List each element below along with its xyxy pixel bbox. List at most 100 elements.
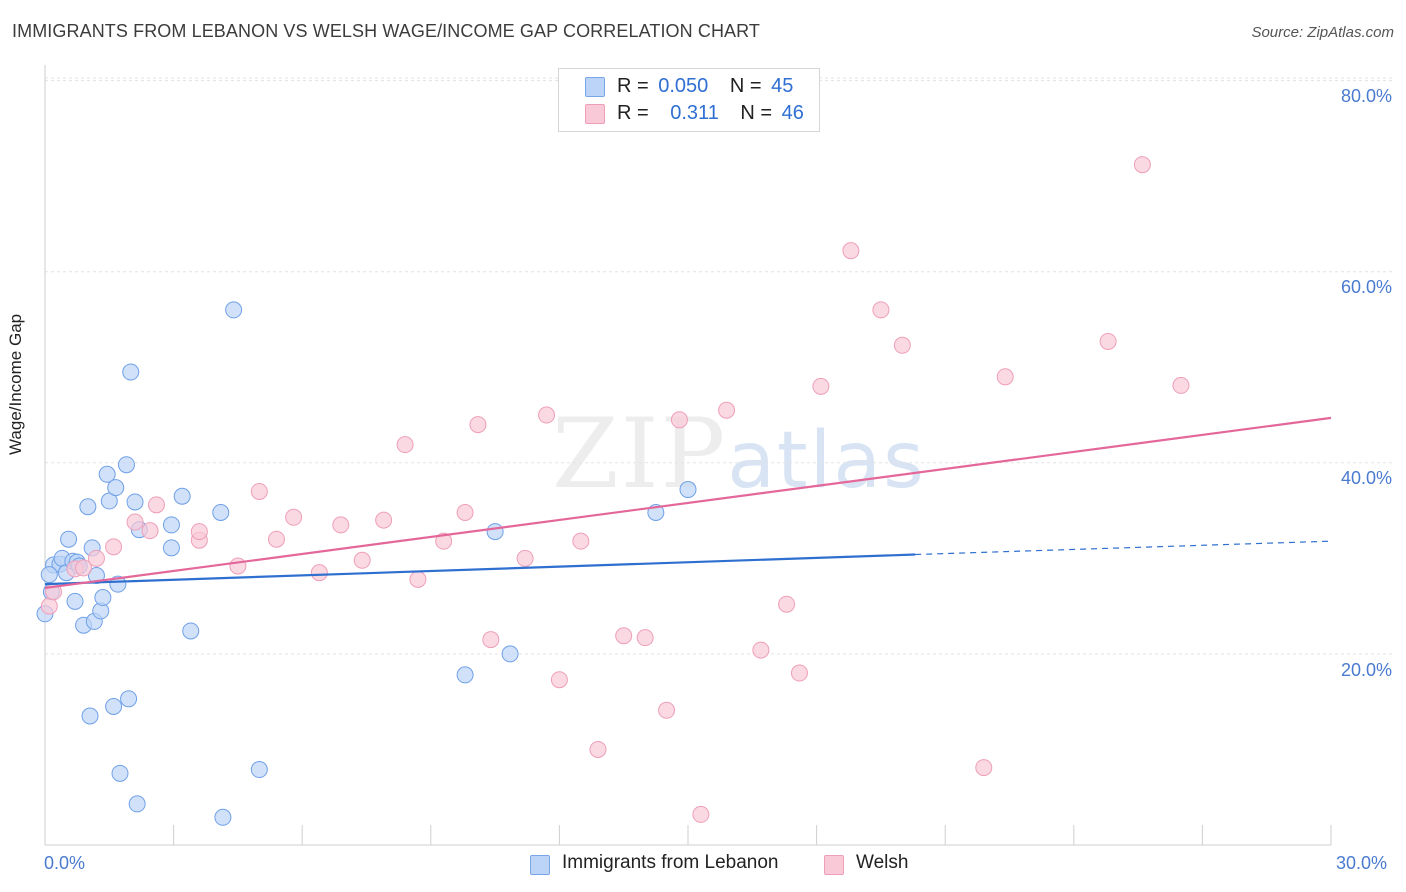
welsh-point <box>75 559 93 577</box>
lebanon-point <box>107 479 125 497</box>
welsh-point <box>872 301 890 319</box>
welsh-point <box>456 503 474 521</box>
welsh-trend-line <box>44 416 1332 590</box>
welsh-point <box>615 627 633 645</box>
legend-n-value: 46 <box>781 102 804 124</box>
welsh-point <box>670 411 688 429</box>
legend-n-label: N = <box>740 102 773 124</box>
welsh-point <box>40 597 58 615</box>
lebanon-point <box>182 622 200 640</box>
welsh-point <box>409 570 427 588</box>
lebanon-point <box>81 707 99 725</box>
legend-r-value: 0.050 <box>658 75 709 97</box>
welsh-point <box>1133 156 1151 174</box>
welsh-point <box>87 549 105 567</box>
welsh-point <box>396 436 414 454</box>
legend-r-label: R = <box>617 102 649 124</box>
lebanon-point <box>98 465 116 483</box>
welsh-point <box>572 532 590 550</box>
legend-swatch-welsh <box>585 104 605 124</box>
bottom-legend-welsh: Welsh <box>856 852 909 873</box>
lebanon-point <box>120 690 138 708</box>
correlation-legend: R = 0.050 N = 45 R = 0.311 N = 46 <box>558 68 820 132</box>
lebanon-point <box>94 589 112 607</box>
welsh-point <box>190 523 208 541</box>
watermark: ZIPatlas <box>552 398 926 510</box>
welsh-point <box>1099 332 1117 350</box>
welsh-point <box>105 538 123 556</box>
lebanon-point <box>679 481 697 499</box>
lebanon-point <box>456 666 474 684</box>
welsh-point <box>812 377 830 395</box>
welsh-point <box>126 513 144 531</box>
welsh-point <box>658 701 676 719</box>
welsh-point <box>147 496 165 514</box>
y-tick-label-20: 20.0% <box>1340 660 1392 680</box>
welsh-point <box>752 641 770 659</box>
legend-swatch-lebanon <box>585 77 605 97</box>
welsh-point <box>589 740 607 758</box>
bottom-legend-swatch-welsh <box>824 855 844 875</box>
legend-r-value: 0.311 <box>670 102 719 124</box>
lebanon-trend-extension <box>915 540 1332 556</box>
welsh-point <box>229 557 247 575</box>
lebanon-point <box>128 795 146 813</box>
y-tick-label-40: 40.0% <box>1340 468 1392 488</box>
legend-row-welsh: R = 0.311 N = 46 <box>617 102 804 125</box>
welsh-point <box>790 664 808 682</box>
legend-row-lebanon: R = 0.050 N = 45 <box>617 75 793 98</box>
welsh-point <box>141 522 159 540</box>
welsh-point <box>975 759 993 777</box>
lebanon-point <box>214 808 232 826</box>
lebanon-point <box>60 530 78 548</box>
lebanon-point <box>79 498 97 516</box>
lebanon-point <box>66 592 84 610</box>
welsh-point <box>310 564 328 582</box>
welsh-point <box>375 511 393 529</box>
lebanon-trend-line <box>44 553 916 586</box>
lebanon-point <box>162 516 180 534</box>
lebanon-point <box>486 523 504 541</box>
legend-n-label: N = <box>729 75 762 97</box>
welsh-point <box>718 401 736 419</box>
y-tick-label-60: 60.0% <box>1340 277 1392 297</box>
lebanon-point <box>501 645 519 663</box>
lebanon-point <box>173 487 191 505</box>
welsh-point <box>1172 376 1190 394</box>
welsh-point <box>332 516 350 534</box>
y-tick-label-80: 80.0% <box>1340 86 1392 106</box>
welsh-point <box>267 530 285 548</box>
welsh-point <box>996 368 1014 386</box>
legend-n-value: 45 <box>771 75 794 97</box>
lebanon-point <box>122 363 140 381</box>
welsh-point <box>285 508 303 526</box>
lebanon-point <box>117 456 135 474</box>
welsh-point <box>538 406 556 424</box>
lebanon-point <box>109 575 127 593</box>
lebanon-point <box>40 566 58 584</box>
lebanon-point <box>162 539 180 557</box>
lebanon-point <box>126 493 144 511</box>
legend-r-label: R = <box>617 75 649 97</box>
welsh-point <box>692 805 710 823</box>
watermark-zip: ZIP <box>552 398 728 510</box>
watermark-atlas: atlas <box>727 416 926 506</box>
welsh-point <box>636 629 654 647</box>
welsh-point <box>250 482 268 500</box>
source-label: Source: ZipAtlas.com <box>1251 24 1394 41</box>
welsh-point <box>469 416 487 434</box>
welsh-point <box>516 549 534 567</box>
welsh-point <box>482 631 500 649</box>
y-axis-title: Wage/Income Gap <box>6 313 25 455</box>
lebanon-point <box>225 301 243 319</box>
welsh-point <box>842 242 860 260</box>
x-tick-label-max: 30.0% <box>1336 853 1388 873</box>
lebanon-point <box>250 761 268 779</box>
welsh-point <box>353 551 371 569</box>
x-tick-label-min: 0.0% <box>44 853 86 873</box>
bottom-legend-swatch-lebanon <box>530 855 550 875</box>
bottom-legend-lebanon: Immigrants from Lebanon <box>562 852 779 873</box>
lebanon-point <box>212 503 230 521</box>
welsh-point <box>893 336 911 354</box>
